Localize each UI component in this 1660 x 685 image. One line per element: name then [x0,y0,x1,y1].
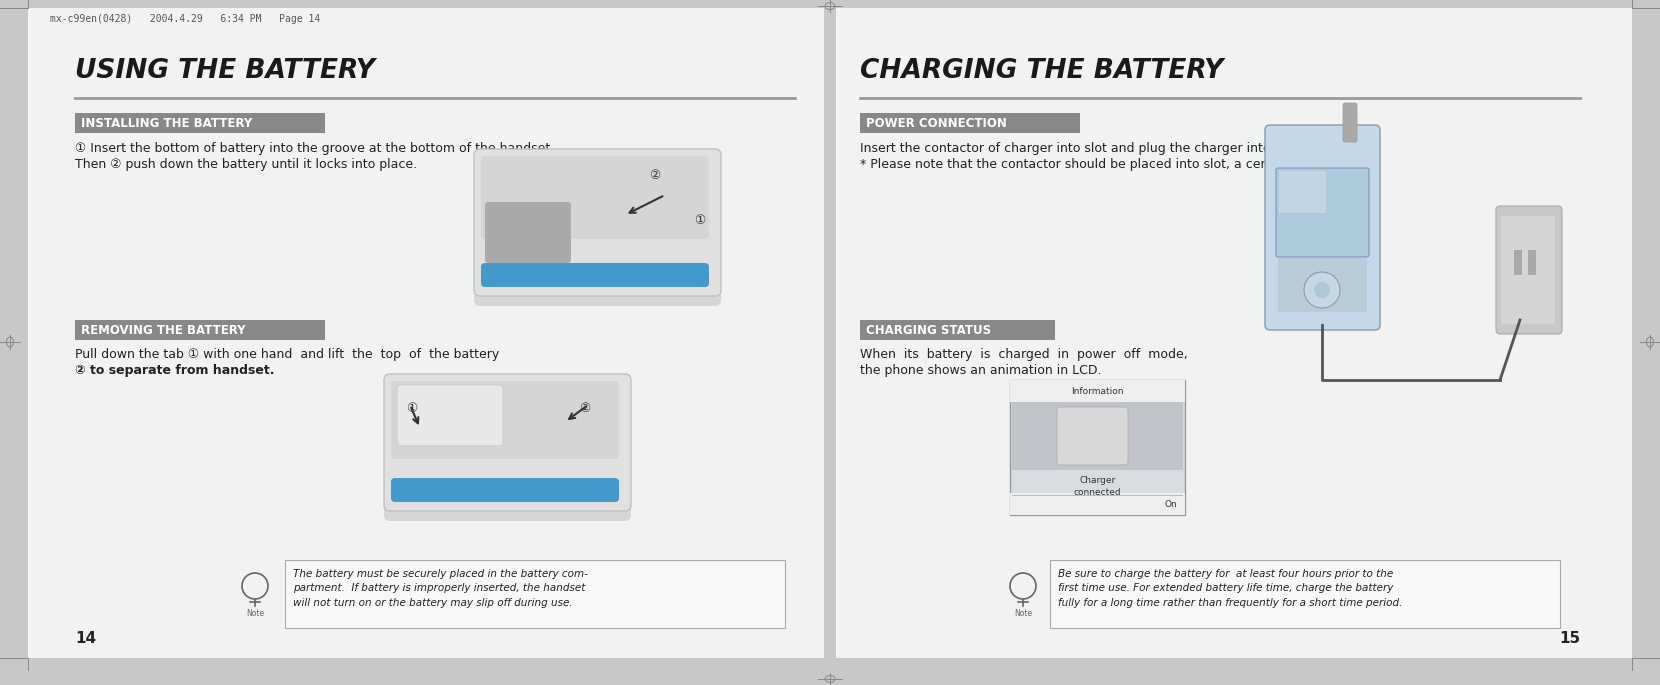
Text: Charger: Charger [1079,475,1116,484]
FancyBboxPatch shape [1009,493,1185,515]
FancyBboxPatch shape [1514,250,1522,275]
Text: USING THE BATTERY: USING THE BATTERY [75,58,375,84]
FancyBboxPatch shape [475,154,720,306]
Text: On: On [1164,499,1177,508]
Text: 15: 15 [1559,631,1580,646]
FancyBboxPatch shape [1057,407,1129,465]
FancyBboxPatch shape [75,320,325,340]
FancyBboxPatch shape [1265,125,1379,330]
Circle shape [1315,282,1330,298]
Text: ① Insert the bottom of battery into the groove at the bottom of the handset.: ① Insert the bottom of battery into the … [75,142,554,155]
FancyBboxPatch shape [286,560,785,628]
Text: CHARGING THE BATTERY: CHARGING THE BATTERY [860,58,1223,84]
FancyBboxPatch shape [1278,171,1326,213]
FancyBboxPatch shape [475,149,720,296]
Text: ②: ② [579,401,591,414]
Text: Note: Note [246,610,264,619]
Text: mx-c99en(0428)   2004.4.29   6:34 PM   Page 14: mx-c99en(0428) 2004.4.29 6:34 PM Page 14 [50,14,320,24]
Text: Note: Note [1014,610,1033,619]
FancyBboxPatch shape [383,374,631,511]
FancyBboxPatch shape [1278,258,1366,312]
FancyBboxPatch shape [1013,495,1184,496]
FancyBboxPatch shape [383,379,631,521]
FancyBboxPatch shape [1051,560,1560,628]
Text: 14: 14 [75,631,96,646]
Text: Pull down the tab ① with one hand  and lift  the  top  of  the battery: Pull down the tab ① with one hand and li… [75,348,500,361]
Text: CHARGING STATUS: CHARGING STATUS [867,323,991,336]
FancyBboxPatch shape [1013,402,1184,470]
FancyBboxPatch shape [1277,168,1369,257]
FancyBboxPatch shape [481,156,709,239]
Text: ② to separate from handset.: ② to separate from handset. [75,364,274,377]
FancyBboxPatch shape [860,320,1056,340]
Text: INSTALLING THE BATTERY: INSTALLING THE BATTERY [81,116,252,129]
FancyBboxPatch shape [392,478,619,502]
Circle shape [1305,272,1340,308]
Text: Information: Information [1071,386,1124,395]
Text: REMOVING THE BATTERY: REMOVING THE BATTERY [81,323,246,336]
FancyBboxPatch shape [1496,206,1562,334]
Text: ①: ① [694,214,706,227]
Text: POWER CONNECTION: POWER CONNECTION [867,116,1008,129]
FancyBboxPatch shape [1343,103,1356,142]
FancyBboxPatch shape [28,8,823,658]
Text: When  its  battery  is  charged  in  power  off  mode,: When its battery is charged in power off… [860,348,1189,361]
FancyBboxPatch shape [75,113,325,133]
Text: ①: ① [407,401,418,414]
Text: Be sure to charge the battery for  at least four hours prior to the
first time u: Be sure to charge the battery for at lea… [1057,569,1403,608]
Text: the phone shows an animation in LCD.: the phone shows an animation in LCD. [860,364,1102,377]
FancyBboxPatch shape [1009,380,1185,402]
FancyBboxPatch shape [860,113,1081,133]
FancyBboxPatch shape [1527,250,1536,275]
Text: connected: connected [1074,488,1120,497]
FancyBboxPatch shape [837,8,1632,658]
FancyBboxPatch shape [481,263,709,287]
Text: Insert the contactor of charger into slot and plug the charger into the outlet.: Insert the contactor of charger into slo… [860,142,1340,155]
FancyBboxPatch shape [485,202,571,263]
Text: The battery must be securely placed in the battery com-
partment.  If battery is: The battery must be securely placed in t… [294,569,588,608]
FancyBboxPatch shape [397,385,503,446]
FancyBboxPatch shape [392,381,619,459]
FancyBboxPatch shape [1501,216,1555,324]
Text: * Please note that the contactor should be placed into slot, a certain side up.: * Please note that the contactor should … [860,158,1343,171]
Text: ②: ② [649,169,661,182]
Text: Then ② push down the battery until it locks into place.: Then ② push down the battery until it lo… [75,158,417,171]
FancyBboxPatch shape [1009,380,1185,515]
